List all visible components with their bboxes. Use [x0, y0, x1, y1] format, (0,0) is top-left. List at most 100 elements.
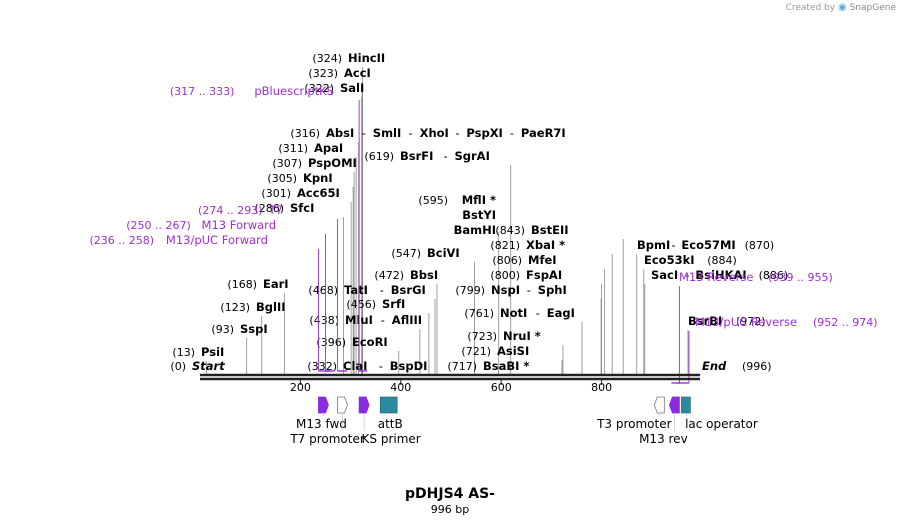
site-name: BsaBI * — [483, 359, 529, 373]
feature-box — [681, 396, 691, 414]
site-position: (468) — [308, 284, 338, 297]
site-bglii: (123) BglII — [220, 300, 285, 314]
site-name: Eco57MI — [681, 238, 735, 252]
site-name: BamHI — [454, 223, 496, 237]
site-position: (972) — [736, 315, 766, 328]
site-name: BstEII — [531, 223, 569, 237]
site-srfi: (456) SrfI — [346, 297, 405, 311]
site-position: (717) — [447, 360, 477, 373]
site-name: Eco53kI — [644, 253, 695, 267]
primer-range: (952 .. 974) — [813, 316, 878, 329]
site-name: SfcI — [290, 201, 314, 215]
plasmid-size: 996 bp — [431, 503, 469, 516]
site-name: EcoRI — [352, 335, 388, 349]
site-name: SphI — [538, 283, 567, 297]
feature-attb: attB — [378, 396, 403, 431]
feature-box — [379, 396, 398, 414]
feature-label: M13 fwd — [296, 417, 347, 431]
site-name: End — [702, 359, 727, 373]
name-separator: - — [362, 126, 366, 140]
sequence-backbone — [200, 373, 700, 381]
site-name: BsrGI — [391, 283, 426, 297]
site-clai: (332) ClaI - BspDI — [307, 359, 427, 373]
site-acc65i: (301) Acc65I — [261, 186, 339, 200]
primer-m13-forward: M13 Forward (250 .. 267) — [126, 218, 335, 372]
site-psponi: (307) PspOMI — [272, 156, 356, 170]
site-sali: (322) SalI — [304, 81, 364, 95]
site-name: PsiI — [201, 345, 224, 359]
site-name: PspOMI — [308, 156, 357, 170]
primer-label: pBluescriptKS — [254, 84, 334, 98]
site-bpmi: BpmI - Eco57MI (870) — [637, 238, 774, 252]
primer-label: M13/pUC Reverse — [695, 315, 797, 329]
site-hincii: (324) HincII — [312, 51, 385, 65]
site-start: (0) Start — [170, 359, 225, 373]
site-position: (438) — [309, 314, 339, 327]
site-name: AbsI — [326, 126, 354, 140]
feature-m13-rev: M13 rev — [639, 396, 688, 446]
feature-t7-promoter: T7 promoter — [289, 396, 365, 446]
primer-range: (317 .. 333) — [170, 85, 235, 98]
site-position: (886) — [759, 269, 789, 282]
site-bsabi: (717) BsaBI * — [447, 359, 529, 373]
primer-label: M13/pUC Forward — [166, 233, 268, 247]
site-name: BstYI — [462, 208, 496, 222]
site-position: (800) — [490, 269, 520, 282]
site-name: SalI — [340, 81, 364, 95]
site-position: (323) — [308, 67, 338, 80]
credit-brand: SnapGene — [849, 3, 896, 13]
site-asisi: (721) AsiSI — [461, 344, 529, 358]
site-name: BbsI — [410, 268, 438, 282]
site-name: PspXI — [466, 126, 502, 140]
site-labels: (0) Start(13) PsiI (93) SspI (123) BglII (168) E… — [170, 51, 788, 373]
feature-arrow — [337, 396, 348, 414]
feature-arrow — [653, 396, 665, 414]
ruler-tick-label: 800 — [591, 381, 612, 394]
site-position: (307) — [272, 157, 302, 170]
site-fspai: (800) FspAI — [490, 268, 562, 282]
site-name: SmlI — [373, 126, 402, 140]
site-name: EarI — [263, 277, 289, 291]
site-name: BspDI — [390, 359, 428, 373]
feature-arrow — [358, 396, 370, 414]
site-name: ApaI — [314, 141, 343, 155]
site-position: (311) — [278, 142, 308, 155]
site-name: BpmI — [637, 238, 670, 252]
site-name: BsrBI — [688, 314, 722, 328]
primer-t7: T7 (274 .. 293) — [198, 203, 348, 372]
site-absi: (316) AbsI - SmlI - XhoI - PspXI - PaeR7I — [290, 126, 565, 140]
feature-ks-primer: KS primer — [358, 396, 421, 446]
primer-range: (250 .. 267) — [126, 219, 191, 232]
feature-label: KS primer — [362, 432, 421, 446]
site-name: SgrAI — [455, 149, 490, 163]
site-acci: (323) AccI — [308, 66, 370, 80]
site-eco53ki: Eco53kI (884) — [644, 253, 737, 267]
site-name: HincII — [348, 51, 385, 65]
site-name: TatI — [344, 283, 368, 297]
site-position: (547) — [391, 247, 421, 260]
site-position: (721) — [461, 345, 491, 358]
site-xbai: (821) XbaI * — [490, 238, 565, 252]
site-name: Start — [192, 359, 225, 373]
site-ecori: (396) EcoRI — [316, 335, 387, 349]
site-position: (305) — [267, 172, 297, 185]
site-nspi: (799) NspI - SphI — [455, 283, 566, 297]
map-title: pDHJS4 AS- 996 bp — [405, 486, 495, 516]
site-name: EagI — [547, 306, 575, 320]
feature-arrow — [318, 396, 329, 414]
name-separator: - — [455, 126, 459, 140]
site-position: (806) — [492, 254, 522, 267]
site-position: (761) — [464, 307, 494, 320]
site-name: AflIII — [392, 313, 422, 327]
site-psii: (13) PsiI — [172, 345, 224, 359]
ruler-tick-label: 600 — [491, 381, 512, 394]
site-position: (996) — [742, 360, 772, 373]
plasmid-name: pDHJS4 AS- — [405, 486, 495, 502]
site-position: (595) — [418, 194, 448, 207]
site-position: (168) — [227, 278, 257, 291]
site-bbsi: (472) BbsI — [374, 268, 438, 282]
name-separator: - — [685, 268, 689, 282]
ruler: 200 400 600 800 — [290, 380, 612, 394]
